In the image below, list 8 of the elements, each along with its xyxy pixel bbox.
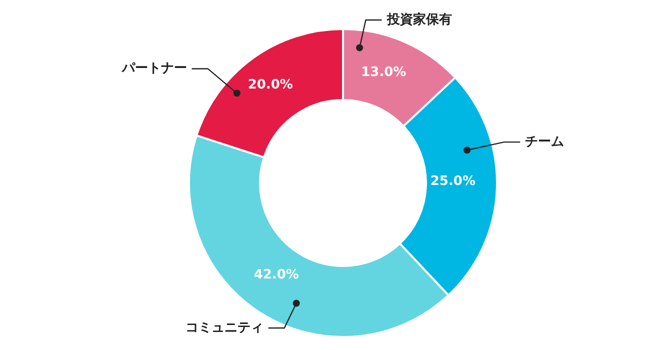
data-label: 42.0%	[254, 268, 299, 283]
data-label: 20.0%	[248, 77, 293, 92]
slice-label: コミュニティ	[185, 320, 264, 336]
slice-label: 投資家保有	[386, 12, 452, 28]
data-label: 25.0%	[430, 174, 476, 190]
data-label: 13.0%	[361, 64, 406, 80]
slice-label: パートナー	[120, 61, 187, 76]
slice-label: チーム	[525, 134, 564, 150]
